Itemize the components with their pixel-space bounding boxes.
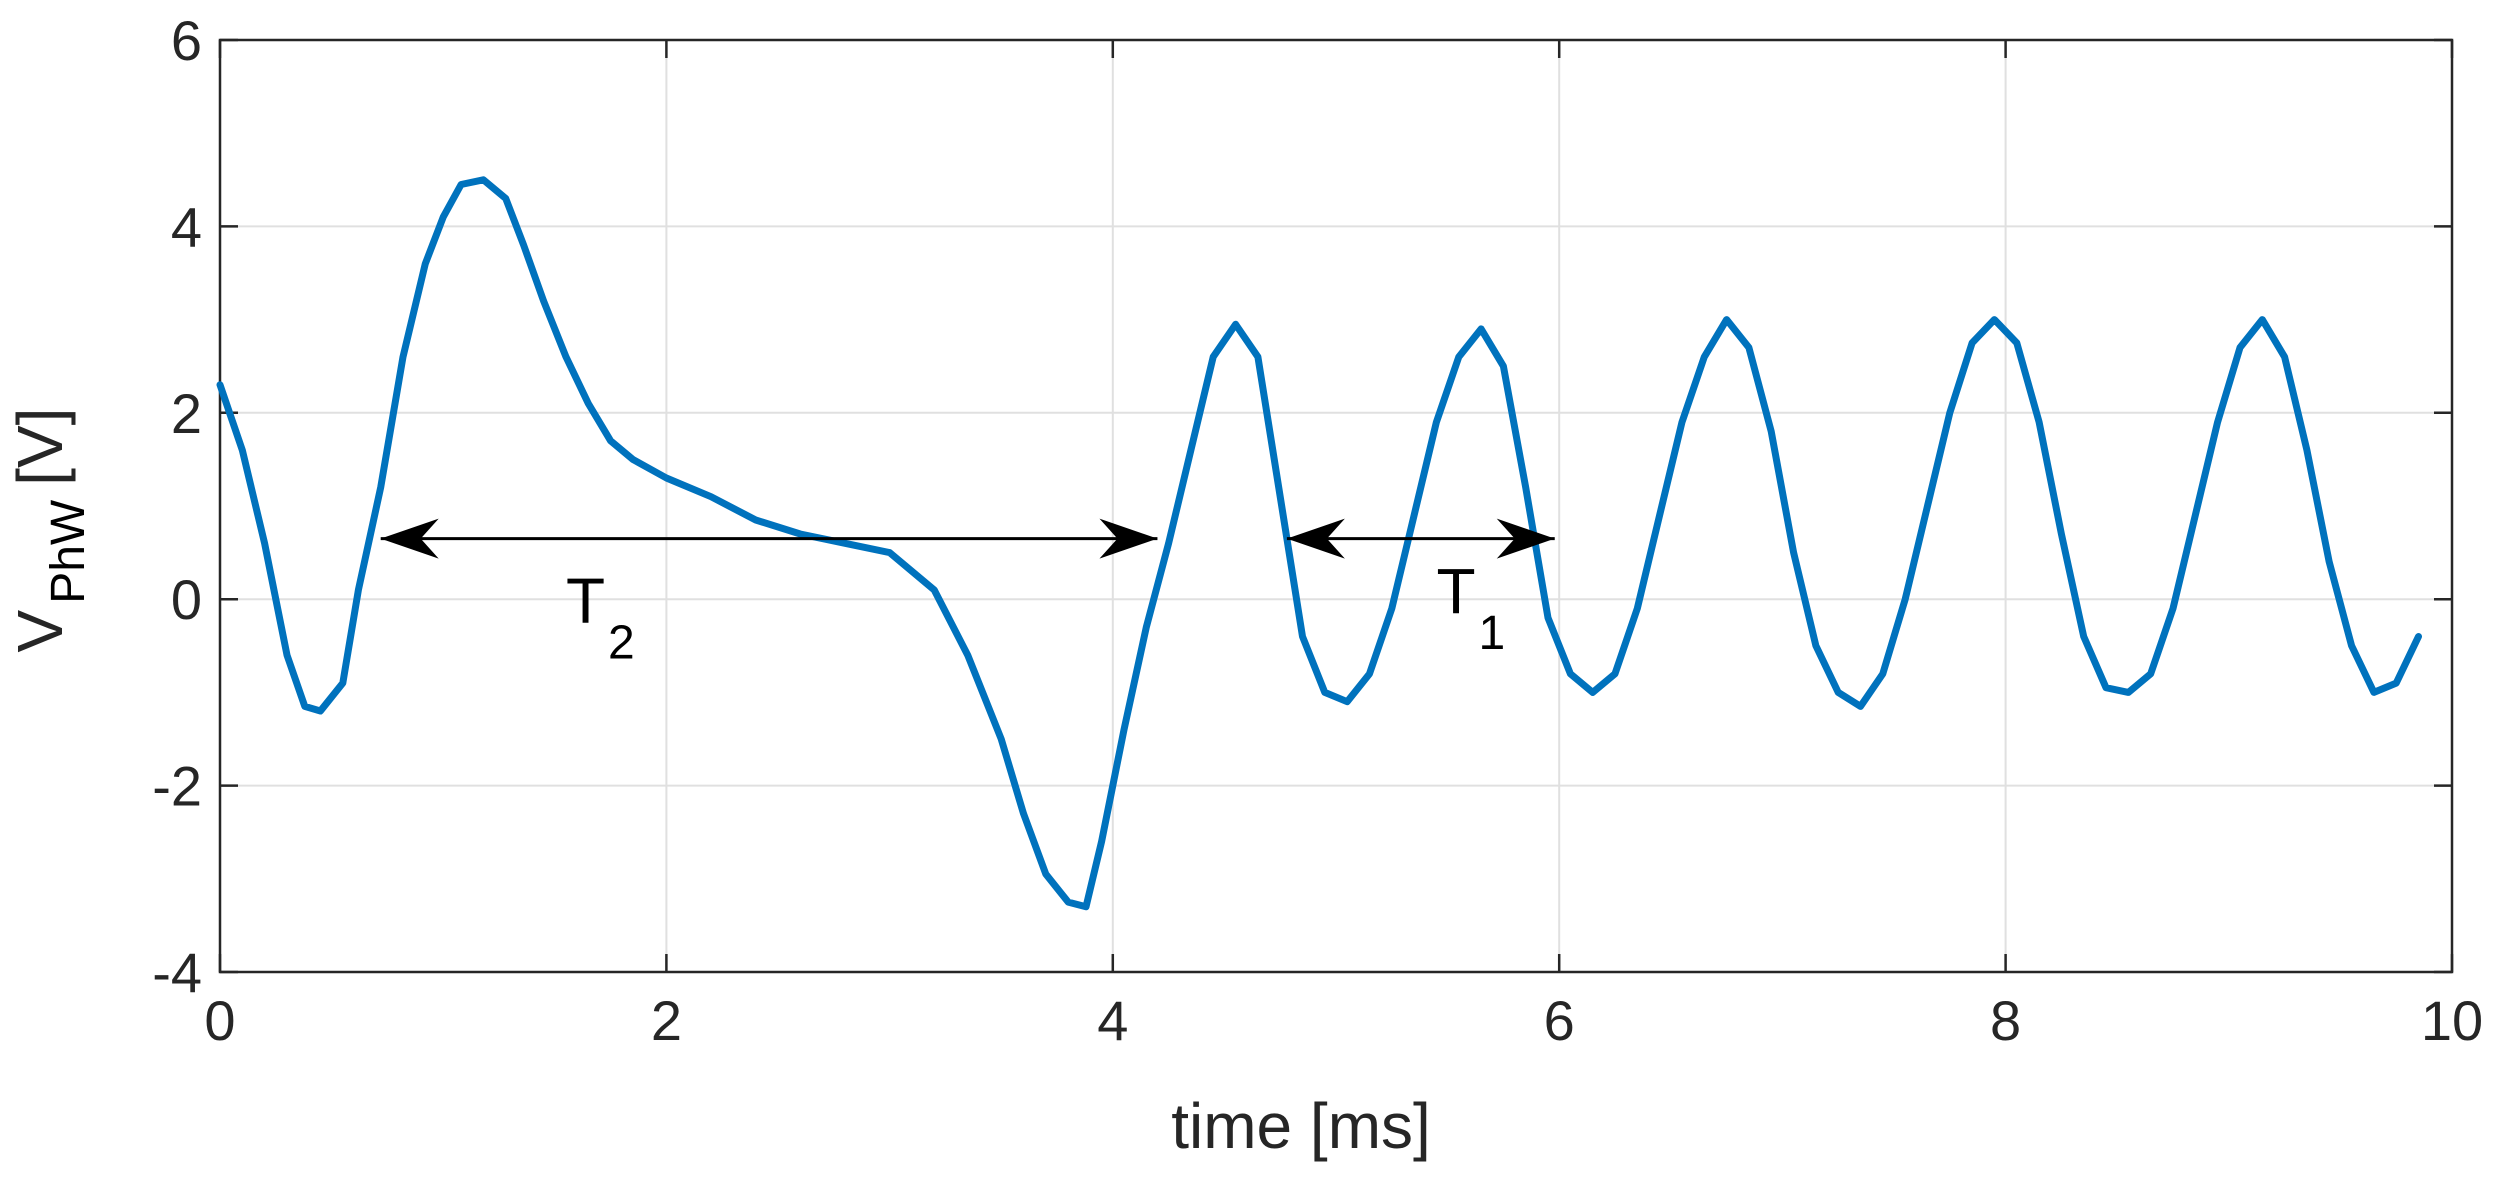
y-tick-label: 2	[171, 382, 202, 445]
y-axis-label-unit: [V]	[4, 408, 76, 486]
x-tick-label: 2	[651, 989, 682, 1052]
x-tick-label: 6	[1544, 989, 1575, 1052]
grid-lines	[219, 39, 2453, 973]
x-tick-label: 8	[1990, 989, 2021, 1052]
x-tick-labels: 0 2 4 6 8 10	[204, 989, 2483, 1052]
annotation-label: T	[1436, 555, 1475, 627]
y-axis-label-main: V	[4, 609, 76, 652]
y-tick-labels: -4 -2 0 2 4 6	[152, 9, 202, 1004]
y-tick-label: -2	[152, 755, 202, 818]
x-tick-label: 10	[2421, 989, 2483, 1052]
x-tick-label: 0	[204, 989, 235, 1052]
svg-text:VPhW[V]: V PhW [V]	[4, 408, 95, 653]
y-tick-label: 4	[171, 195, 202, 258]
arrow-head	[1496, 518, 1555, 559]
y-tick-label: 6	[171, 9, 202, 72]
y-axis-label-subscript: PhW	[42, 499, 95, 604]
y-tick-label: -4	[152, 941, 202, 1004]
annotation-label-subscript: 2	[608, 617, 635, 670]
data-series	[216, 176, 2422, 911]
y-axis-label: V PhW [V]	[4, 408, 95, 653]
plot-box	[218, 38, 2454, 974]
annotation-label: T	[566, 565, 605, 637]
x-axis-label: time [ms]	[1171, 1090, 1431, 1162]
arrow-head	[380, 518, 439, 559]
y-tick-label: 0	[171, 568, 202, 631]
arrow-head	[1099, 518, 1158, 559]
axis-ticks	[218, 38, 2454, 974]
double-arrow-annotation: T2	[380, 518, 1158, 670]
x-tick-label: 4	[1097, 989, 1128, 1052]
annotation-label-subscript: 1	[1478, 607, 1505, 660]
arrow-head	[1286, 518, 1345, 559]
plot-frame	[218, 38, 2454, 974]
double-arrow-annotation: T1	[1286, 518, 1555, 660]
series-line	[216, 176, 2422, 911]
